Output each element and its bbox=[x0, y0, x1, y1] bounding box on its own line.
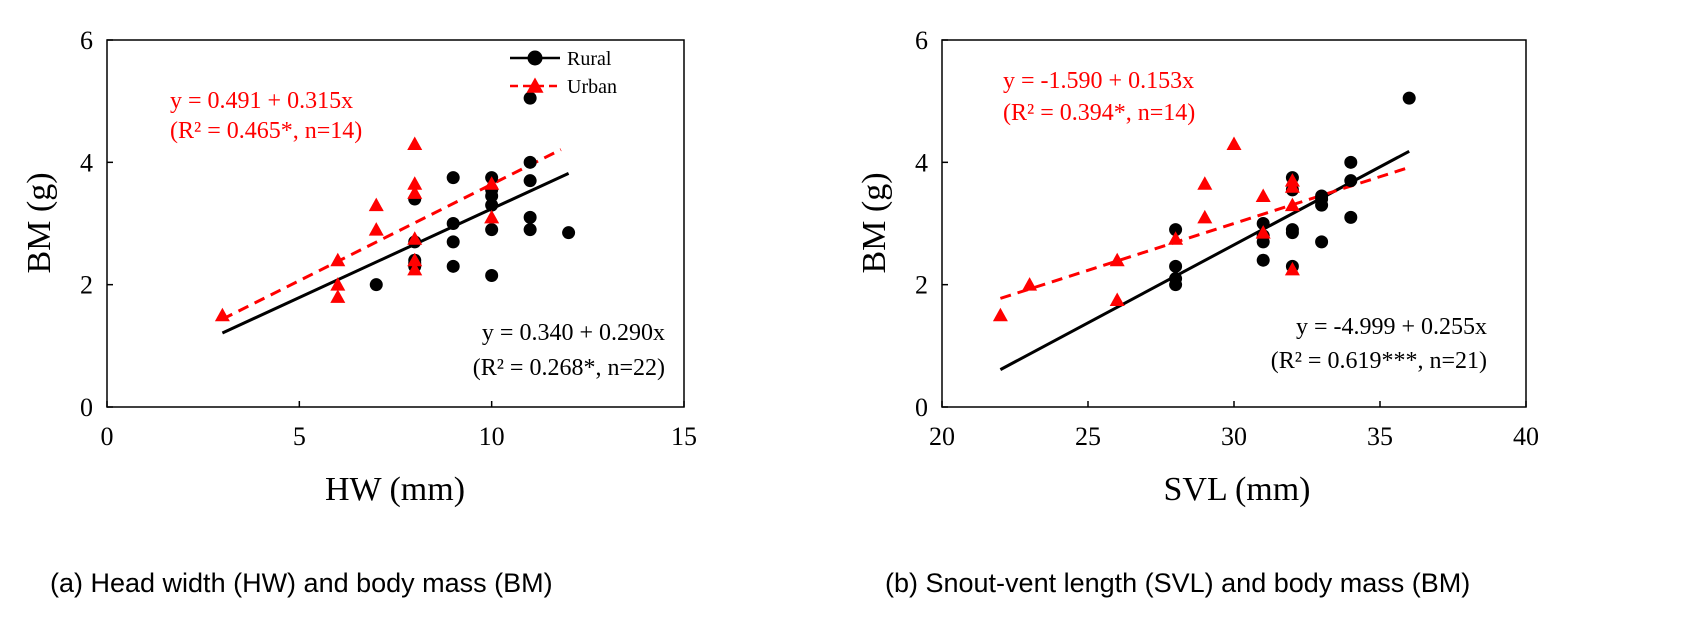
data-point-urban bbox=[214, 307, 230, 322]
urban-stats: (R² = 0.394*, n=14) bbox=[1003, 100, 1195, 126]
data-point-rural bbox=[523, 210, 537, 224]
y-tick-label: 4 bbox=[80, 148, 93, 177]
x-tick-label: 35 bbox=[1367, 422, 1393, 451]
data-point-rural bbox=[1344, 210, 1358, 224]
fit-line-urban bbox=[221, 148, 562, 321]
data-point-urban bbox=[1226, 136, 1242, 150]
data-point-urban bbox=[1255, 225, 1271, 239]
urban-equation: y = -1.590 + 0.153x bbox=[1003, 68, 1194, 94]
legend-marker-rural bbox=[527, 50, 543, 66]
legend-label-urban: Urban bbox=[567, 76, 617, 98]
data-point-rural bbox=[1315, 189, 1329, 203]
rural-stats: (R² = 0.268*, n=22) bbox=[473, 355, 665, 381]
data-point-rural bbox=[1344, 155, 1358, 169]
fit-line-rural bbox=[221, 171, 570, 335]
x-tick-label: 0 bbox=[101, 422, 114, 451]
data-point-urban bbox=[1284, 173, 1300, 187]
rural-stats: (R² = 0.619***, n=21) bbox=[1271, 348, 1487, 374]
fit-line-rural bbox=[999, 149, 1410, 371]
panel-caption: (b) Snout-vent length (SVL) and body mas… bbox=[885, 568, 1470, 598]
data-point-urban bbox=[992, 307, 1008, 322]
data-point-urban bbox=[407, 261, 423, 276]
data-point-urban bbox=[407, 136, 423, 150]
data-point-rural bbox=[1344, 174, 1358, 188]
data-point-urban bbox=[368, 197, 384, 212]
data-point-urban bbox=[330, 289, 346, 303]
y-axis-label: BM (g) bbox=[856, 172, 893, 273]
data-point-urban bbox=[1197, 209, 1213, 224]
data-point-urban bbox=[330, 277, 346, 291]
x-axis-label: HW (mm) bbox=[325, 471, 465, 508]
data-point-rural bbox=[446, 235, 460, 249]
data-point-rural bbox=[1402, 91, 1416, 105]
x-axis-label: SVL (mm) bbox=[1163, 471, 1310, 508]
data-point-rural bbox=[485, 268, 499, 282]
x-tick-label: 5 bbox=[293, 422, 306, 451]
data-point-urban bbox=[1168, 231, 1184, 245]
plot-frame bbox=[106, 39, 685, 408]
y-tick-label: 6 bbox=[915, 26, 928, 55]
x-tick-label: 15 bbox=[671, 422, 697, 451]
data-point-rural bbox=[1285, 223, 1299, 237]
y-tick-label: 0 bbox=[915, 393, 928, 422]
x-tick-label: 25 bbox=[1075, 422, 1101, 451]
data-point-urban bbox=[1284, 197, 1300, 212]
urban-equation: y = 0.491 + 0.315x bbox=[170, 88, 353, 114]
data-point-rural bbox=[1315, 235, 1329, 249]
data-point-urban bbox=[1197, 176, 1213, 190]
data-point-rural bbox=[485, 223, 499, 237]
data-point-urban bbox=[407, 231, 423, 245]
data-point-urban bbox=[407, 185, 423, 199]
data-point-urban bbox=[1022, 277, 1038, 291]
y-tick-label: 4 bbox=[915, 148, 928, 177]
data-point-rural bbox=[1169, 259, 1183, 273]
y-axis-label: BM (g) bbox=[21, 172, 58, 273]
x-tick-label: 20 bbox=[929, 422, 955, 451]
legend-label-rural: Rural bbox=[567, 48, 612, 70]
x-tick-label: 40 bbox=[1513, 422, 1539, 451]
data-point-urban bbox=[407, 252, 423, 267]
rural-equation: y = 0.340 + 0.290x bbox=[482, 320, 665, 346]
data-point-rural bbox=[446, 171, 460, 185]
data-point-rural bbox=[523, 91, 537, 105]
chart-b-snout-vent-length: 20 25 30 35 40 0 2 4 6 SVL (mm) BM (g) y = -1.590 +… bbox=[856, 26, 1539, 598]
data-point-rural bbox=[523, 174, 537, 188]
y-tick-label: 6 bbox=[80, 26, 93, 55]
chart-a-head-width: 0 5 10 15 0 2 4 6 HW (mm) BM (g) y = 0.491 + 0.315… bbox=[21, 26, 697, 598]
data-point-rural bbox=[1256, 253, 1270, 267]
data-point-urban bbox=[1109, 252, 1125, 267]
y-tick-label: 0 bbox=[80, 393, 93, 422]
y-tick-label: 2 bbox=[80, 271, 93, 300]
rural-equation: y = -4.999 + 0.255x bbox=[1296, 314, 1487, 340]
x-tick-label: 30 bbox=[1221, 422, 1247, 451]
data-point-urban bbox=[1255, 188, 1271, 202]
data-point-rural bbox=[446, 217, 460, 230]
data-point-urban bbox=[484, 176, 500, 190]
data-point-urban bbox=[407, 176, 423, 190]
data-point-urban bbox=[1109, 292, 1125, 306]
data-point-rural bbox=[1169, 223, 1183, 237]
data-point-urban bbox=[484, 209, 500, 224]
data-point-urban bbox=[368, 222, 384, 236]
data-point-rural bbox=[369, 278, 383, 292]
legend-marker-urban bbox=[526, 77, 544, 93]
panel-caption: (a) Head width (HW) and body mass (BM) bbox=[50, 568, 553, 598]
x-tick-label: 10 bbox=[479, 422, 505, 451]
data-point-rural bbox=[1256, 217, 1270, 230]
urban-stats: (R² = 0.465*, n=14) bbox=[170, 118, 362, 144]
data-point-rural bbox=[1169, 272, 1183, 286]
data-point-rural bbox=[523, 223, 537, 237]
data-point-urban bbox=[330, 252, 346, 267]
data-point-rural bbox=[485, 198, 499, 212]
data-point-urban bbox=[1284, 261, 1300, 276]
data-point-rural bbox=[562, 226, 576, 240]
y-tick-label: 2 bbox=[915, 271, 928, 300]
legend: Rural Urban bbox=[510, 48, 617, 98]
data-point-rural bbox=[523, 155, 537, 169]
data-point-rural bbox=[446, 259, 460, 273]
